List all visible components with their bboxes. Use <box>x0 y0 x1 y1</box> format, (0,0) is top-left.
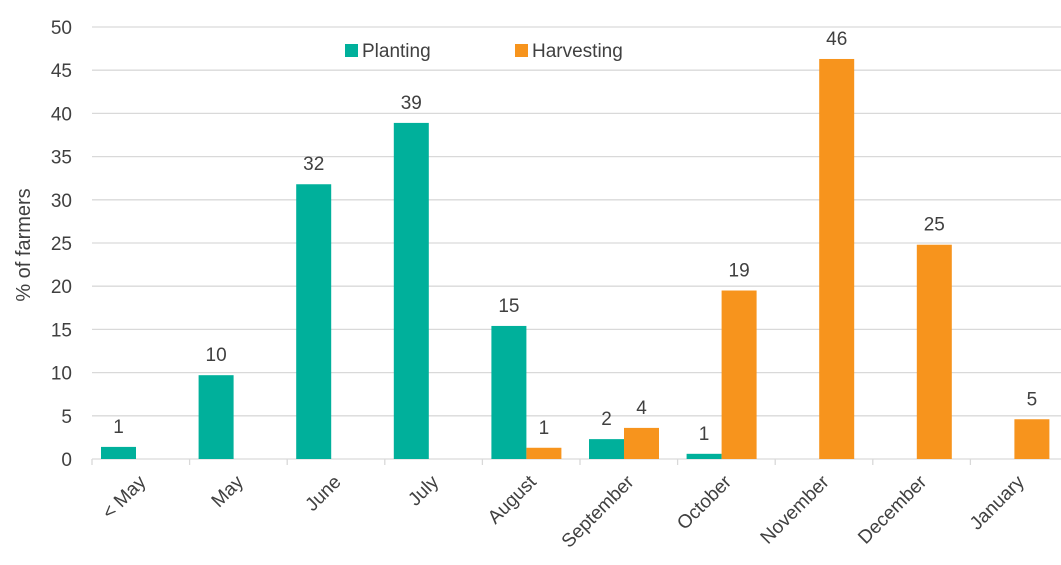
y-tick-label: 45 <box>51 61 72 82</box>
y-tick-label: 10 <box>51 364 72 385</box>
x-axis: < May May June July August September October No… <box>91 458 1061 552</box>
data-label: 46 <box>826 29 847 50</box>
data-label: 4 <box>636 398 647 419</box>
x-tick-label: < May <box>99 471 151 523</box>
data-label: 1 <box>699 424 710 445</box>
bar-planting <box>491 325 527 459</box>
bar-planting <box>393 122 429 460</box>
x-tick-label: August <box>484 471 541 528</box>
data-label: 10 <box>206 345 227 366</box>
data-label: 1 <box>539 418 550 439</box>
bar-planting <box>198 375 234 459</box>
legend-swatch-planting <box>345 44 358 57</box>
y-tick-label: 50 <box>51 18 72 39</box>
y-tick-label: 15 <box>51 320 72 341</box>
y-tick-label: 5 <box>61 407 72 428</box>
bar-planting <box>589 439 624 459</box>
bar-planting <box>686 453 722 459</box>
legend-swatch-harvesting <box>515 44 528 57</box>
x-tick-label: September <box>558 471 639 552</box>
data-label: 32 <box>303 154 324 175</box>
gridlines <box>92 26 1061 417</box>
bar-harvesting <box>624 427 659 459</box>
data-label: 5 <box>1027 389 1038 410</box>
bar-harvesting <box>819 58 855 460</box>
legend: Planting Harvesting <box>345 41 623 62</box>
bar-planting <box>296 184 332 460</box>
x-tick-label: January <box>966 471 1029 534</box>
data-label: 25 <box>924 215 945 236</box>
data-label: 39 <box>401 93 422 114</box>
x-tick-label: December <box>854 471 931 548</box>
bar-planting <box>101 446 136 459</box>
bar-harvesting <box>721 290 757 459</box>
data-label: 19 <box>729 261 750 282</box>
y-tick-label: 0 <box>61 450 72 471</box>
y-axis-ticks: 0 5 10 15 20 25 30 35 40 45 50 <box>51 18 72 471</box>
legend-label-harvesting: Harvesting <box>532 41 623 62</box>
bars <box>101 58 1050 460</box>
x-tick-label: June <box>302 472 346 516</box>
bar-harvesting <box>526 447 562 459</box>
bar-harvesting <box>916 244 952 459</box>
y-tick-label: 25 <box>51 234 72 255</box>
y-tick-label: 40 <box>51 104 72 125</box>
y-tick-label: 20 <box>51 277 72 298</box>
y-axis-label: % of farmers <box>13 188 35 301</box>
data-labels: 1 10 32 39 15 2 1 1 4 19 46 25 5 <box>113 29 1037 445</box>
bar-harvesting <box>1014 419 1050 459</box>
x-tick-label: May <box>208 471 249 512</box>
legend-label-planting: Planting <box>362 41 431 62</box>
x-tick-label: July <box>404 471 443 510</box>
data-label: 2 <box>601 409 612 430</box>
y-tick-label: 30 <box>51 191 72 212</box>
y-tick-label: 35 <box>51 148 72 169</box>
data-label: 15 <box>498 296 519 317</box>
x-tick-label: October <box>673 471 736 534</box>
data-label: 1 <box>113 417 124 438</box>
x-tick-label: November <box>757 471 834 548</box>
